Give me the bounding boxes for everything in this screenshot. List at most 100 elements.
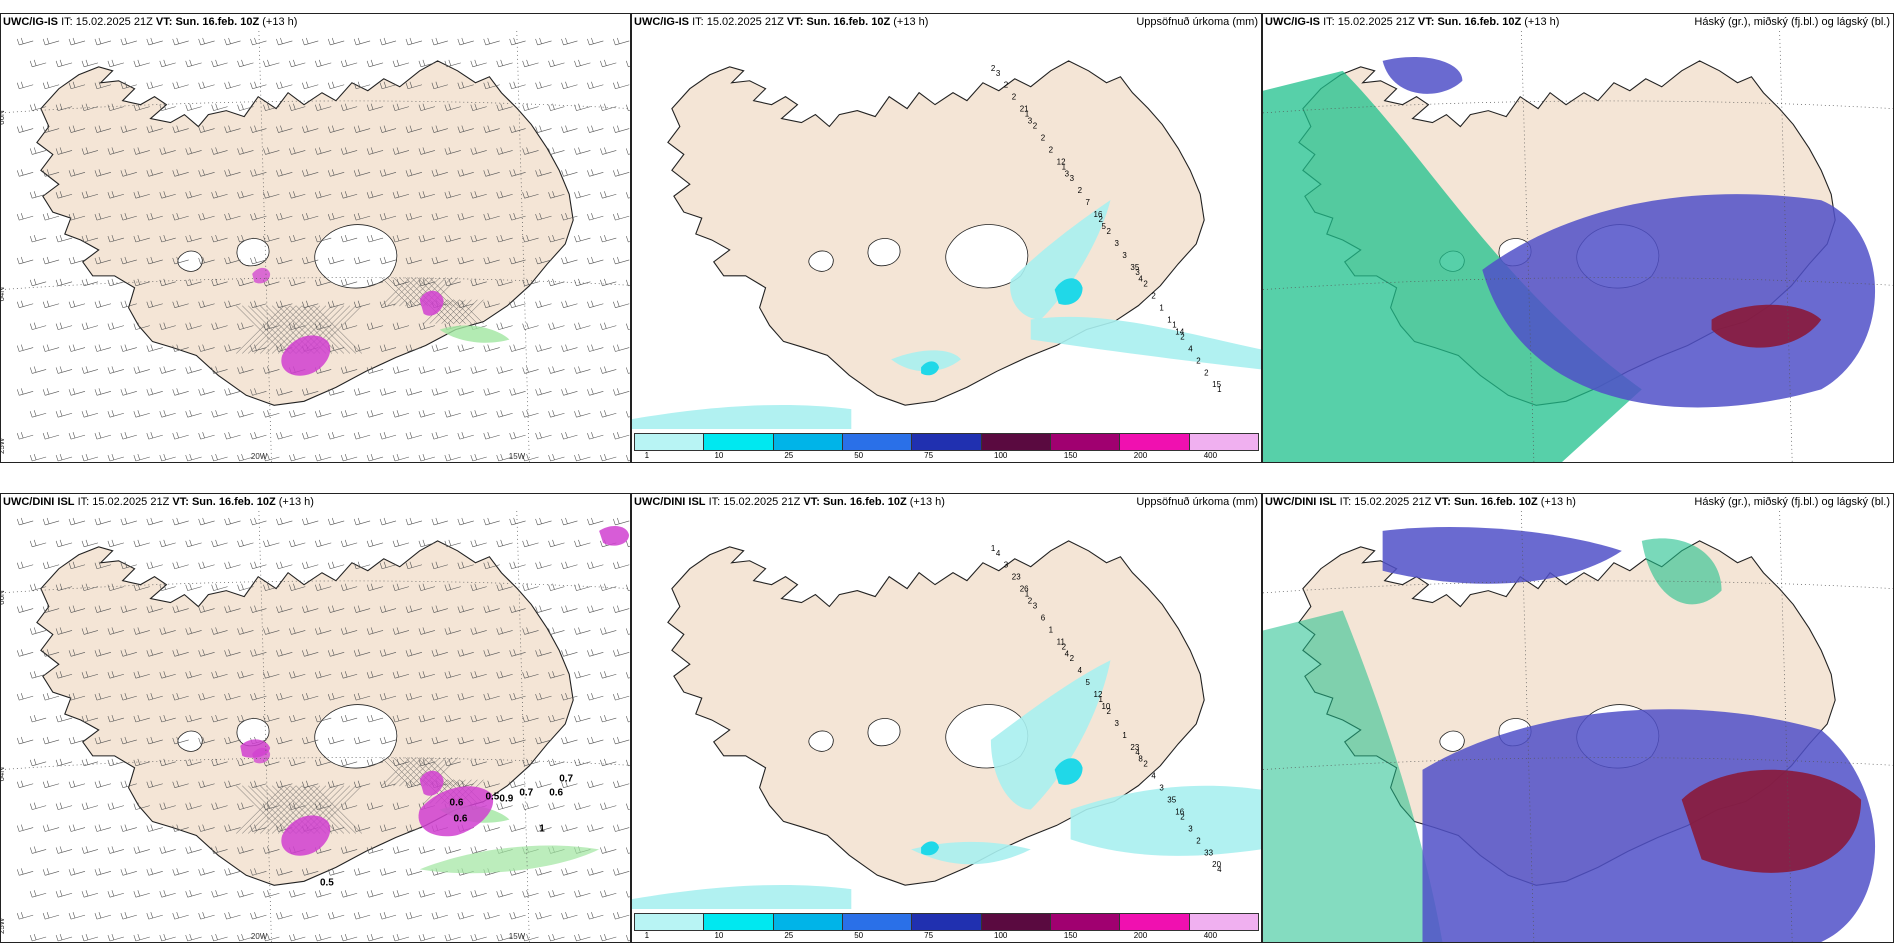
precip-value-label: 11 [1057, 637, 1066, 646]
wind-barb [263, 671, 280, 679]
wind-barb [211, 890, 228, 898]
wind-barb [133, 278, 150, 287]
wind-barb [535, 736, 552, 745]
wind-barb [68, 81, 86, 90]
precip-value-label: 35 [1130, 263, 1139, 272]
wind-barb [470, 366, 487, 374]
wind-barb [626, 147, 630, 155]
wind-barb [470, 453, 487, 462]
wind-barb [120, 81, 137, 90]
wind-barb [444, 758, 461, 767]
wind-barb [172, 432, 189, 440]
wind-barb [431, 693, 448, 701]
wind-barb [302, 432, 319, 440]
wind-barb [509, 344, 526, 352]
wind-barb [587, 605, 604, 613]
wind-barb [418, 671, 435, 679]
precip-value-label: 1 [1025, 590, 1030, 599]
wind-barb [509, 37, 526, 46]
wind-barb [94, 125, 112, 133]
wind-barb [496, 539, 513, 548]
wind-barb [600, 802, 617, 810]
precip-value-label: 1 [1217, 385, 1222, 394]
wind-barb [314, 103, 332, 111]
wind-barb [81, 802, 99, 810]
wind-barb [198, 81, 215, 90]
precip-value-label: 2 [1180, 332, 1185, 341]
wind-barb [379, 517, 397, 526]
wind-barb [198, 824, 215, 832]
wind-barb [250, 344, 267, 352]
wind-barb [366, 147, 384, 155]
wind-barb [185, 714, 202, 723]
wind-barb [509, 824, 526, 832]
precip-value-label: 2 [1099, 215, 1104, 224]
wind-barb [483, 213, 500, 221]
wind-barb [237, 714, 254, 723]
wind-barb [133, 583, 150, 591]
wind-barb [68, 388, 86, 396]
wind-barb [42, 81, 60, 90]
wind-barb [81, 933, 99, 942]
wind-barb [457, 388, 474, 396]
wind-barb [314, 147, 332, 155]
legend-tick-label: 50 [854, 451, 864, 460]
wind-barb [535, 780, 552, 789]
precip-value-label: 0.6 [450, 798, 464, 809]
wind-barb [327, 125, 345, 133]
wind-barb [509, 605, 526, 613]
wind-barb [263, 410, 280, 418]
wind-barb [29, 671, 47, 679]
wind-barb [457, 37, 474, 46]
legend-tick-label: 150 [1063, 931, 1078, 940]
wind-barb [42, 561, 60, 570]
wind-barb [289, 758, 306, 767]
wind-barb [172, 256, 189, 265]
precip-value-label: 2 [1204, 368, 1209, 377]
wind-barb [587, 693, 604, 701]
wind-barb [211, 191, 228, 199]
wind-barb [224, 213, 241, 221]
wind-barb [600, 234, 617, 243]
wind-barb [55, 366, 73, 374]
wind-barb [353, 912, 371, 920]
precip-value-label: 16 [1175, 807, 1184, 816]
parallel-64n [1263, 757, 1893, 770]
legend-tick-label: 200 [1133, 451, 1148, 460]
wind-barb [55, 933, 73, 942]
low-cloud-area [1681, 769, 1862, 873]
wind-barb [457, 912, 474, 920]
precip-value-label: 6 [1041, 613, 1046, 622]
wind-barb [561, 605, 578, 613]
wind-barb [133, 410, 150, 418]
wind-barb [353, 649, 371, 657]
wind-barb [107, 802, 124, 810]
wind-barb [276, 256, 293, 265]
wind-barb [613, 37, 630, 46]
wind-barb [470, 583, 487, 591]
wind-barb [146, 344, 163, 352]
hatch-line [277, 785, 327, 834]
precip-value-label: 2 [1033, 122, 1038, 131]
hatch-line [236, 305, 285, 354]
wind-barb [211, 103, 228, 111]
precip-value-label: 2 [1106, 707, 1111, 716]
panel-subtitle: Háský (gr.), miðský (fj.bl.) og lágský (… [1694, 496, 1890, 508]
wind-barb [496, 191, 513, 199]
wind-barb [55, 802, 73, 810]
wind-barb [574, 583, 591, 591]
wind-barb [366, 366, 384, 374]
wind-barb [392, 890, 410, 898]
wind-barb [522, 234, 539, 243]
wind-barb [327, 37, 345, 46]
wind-barb [133, 453, 150, 462]
wind-barb [276, 169, 293, 177]
wind-barb [509, 388, 526, 396]
wind-barb [302, 605, 319, 613]
wind-barb [237, 539, 254, 548]
wind-barb [522, 322, 539, 330]
wind-barb [120, 256, 137, 265]
wind-barb [613, 649, 630, 657]
precip-value-label: 20 [1212, 860, 1221, 869]
wind-barb [392, 583, 410, 591]
